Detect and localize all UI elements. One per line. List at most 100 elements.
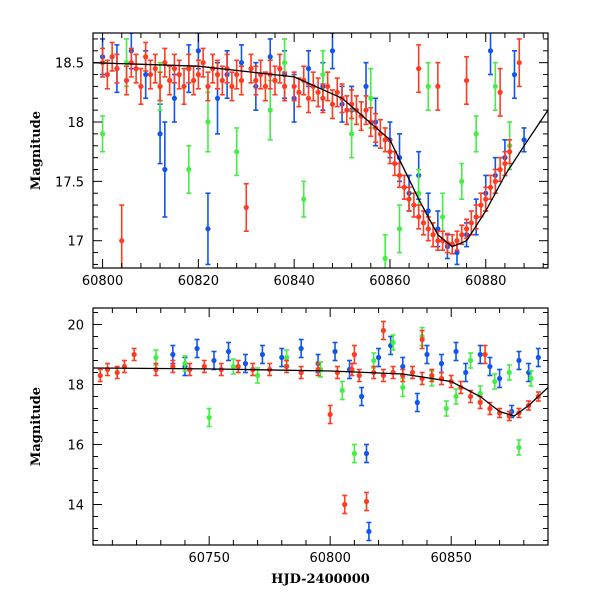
data-point-red-33: [258, 59, 264, 90]
data-point-red-44: [315, 77, 321, 108]
data-point-red-75: [463, 218, 470, 240]
data-point-red-15: [171, 53, 178, 84]
data-point-red-47: [329, 89, 336, 120]
data-point-blue-24: [487, 356, 493, 377]
data-point-green-19: [506, 364, 512, 381]
data-point-green-4: [205, 91, 211, 153]
data-point-blue-15: [375, 347, 382, 368]
data-point-red-8: [138, 67, 144, 106]
data-point-red-86: [435, 61, 441, 111]
data-point-blue-8: [298, 338, 304, 359]
data-point-red-18: [342, 494, 348, 515]
data-point-red-58: [382, 127, 388, 153]
data-point-blue-19: [329, 33, 336, 70]
data-point-red-7: [133, 53, 139, 84]
data-point-green-17: [459, 162, 465, 200]
data-point-green-5: [234, 127, 240, 177]
data-point-red-32: [467, 389, 474, 404]
bottom-panel-data-layer: [97, 320, 541, 542]
data-point-red-3: [114, 53, 120, 84]
data-point-red-27: [229, 71, 235, 102]
data-point-red-12: [157, 71, 163, 102]
data-point-red-20: [195, 59, 201, 90]
data-point-red-64: [411, 192, 417, 218]
x-tick-label: 60800: [82, 274, 123, 289]
data-point-green-3: [230, 358, 236, 375]
data-point-red-38: [281, 71, 288, 102]
data-point-red-76: [468, 210, 474, 236]
data-point-green-13: [396, 204, 403, 254]
y-tick-label: 20: [67, 319, 84, 334]
data-point-green-14: [443, 400, 449, 417]
top-panel-y-axis-label: Magnitude: [29, 111, 44, 190]
x-tick-label: 60860: [369, 274, 410, 289]
data-point-red-43: [482, 344, 488, 365]
data-point-red-28: [429, 368, 435, 383]
data-point-red-5: [123, 65, 130, 96]
data-point-red-53: [358, 101, 364, 132]
data-point-red-16: [176, 59, 182, 90]
data-point-red-87: [463, 55, 470, 106]
data-point-green-8: [301, 180, 307, 218]
data-point-green-7: [339, 380, 345, 401]
data-point-blue-27: [516, 350, 522, 371]
y-tick-label: 16: [67, 439, 84, 454]
data-point-red-83: [502, 150, 508, 177]
y-tick-label: 14: [67, 499, 84, 514]
data-point-red-42: [305, 83, 312, 114]
data-point-blue-29: [535, 347, 541, 368]
data-point-red-16: [327, 404, 333, 425]
bottom-panel-model-layer: [93, 367, 548, 417]
data-point-blue-4: [157, 103, 163, 165]
data-point-red-36: [506, 410, 512, 422]
data-point-red-4: [131, 347, 137, 362]
data-point-green-10: [390, 334, 396, 351]
data-point-red-80: [487, 174, 494, 200]
data-point-green-15: [453, 388, 459, 405]
data-point-red-74: [459, 224, 465, 246]
data-point-green-19: [492, 61, 498, 111]
data-point-green-21: [528, 370, 534, 387]
data-point-red-14: [167, 65, 173, 96]
data-point-red-28: [234, 59, 240, 90]
data-point-green-9: [371, 352, 377, 369]
data-point-red-21: [200, 47, 206, 78]
data-point-red-6: [128, 47, 134, 78]
data-point-red-0: [97, 368, 103, 383]
data-point-red-21: [363, 491, 370, 512]
data-point-red-25: [219, 65, 225, 96]
data-point-red-10: [235, 359, 241, 374]
data-point-blue-9: [205, 192, 211, 266]
data-point-green-12: [382, 233, 388, 268]
data-point-red-48: [334, 77, 340, 108]
data-point-red-50: [344, 95, 350, 126]
data-point-red-9: [143, 41, 149, 72]
data-point-red-37: [277, 53, 283, 84]
data-point-red-22: [205, 71, 211, 102]
y-tick-label: 17: [67, 235, 84, 250]
data-point-red-18: [186, 53, 192, 84]
data-point-green-3: [186, 144, 192, 195]
data-point-blue-7: [279, 347, 285, 368]
data-point-blue-4: [225, 341, 232, 362]
data-point-red-42: [419, 329, 425, 350]
data-point-blue-21: [453, 341, 459, 362]
y-tick-label: 18.5: [55, 57, 84, 72]
data-point-red-26: [409, 365, 416, 380]
y-tick-label: 18: [67, 116, 84, 131]
data-point-red-72: [449, 233, 455, 255]
data-point-red-36: [272, 65, 278, 96]
x-tick-label: 60850: [431, 551, 472, 566]
data-point-red-63: [406, 186, 412, 212]
x-tick-label: 60800: [310, 551, 351, 566]
data-point-blue-35: [487, 33, 494, 76]
model-curve: [93, 62, 548, 248]
data-point-blue-22: [463, 362, 469, 383]
plot-frame: [92, 307, 549, 546]
data-point-red-84: [507, 139, 513, 165]
data-point-red-24: [390, 365, 396, 380]
data-point-green-15: [425, 61, 431, 111]
data-point-red-20: [356, 368, 362, 383]
data-point-red-85: [416, 44, 422, 94]
data-point-red-17: [181, 67, 187, 106]
